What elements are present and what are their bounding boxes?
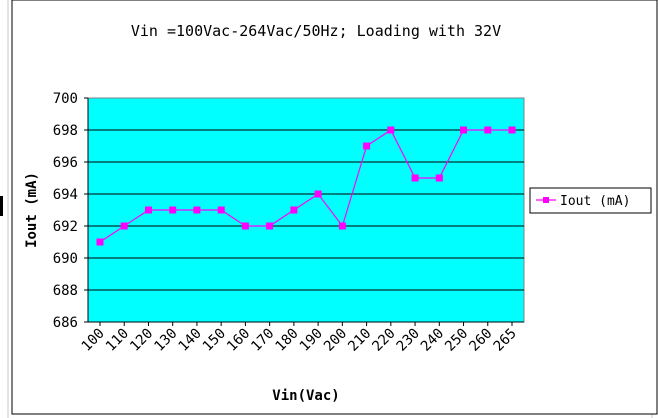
legend-label: Iout (mA) (560, 194, 630, 209)
y-tick-label: 690 (53, 251, 78, 267)
gridlines (88, 129, 524, 291)
data-point (508, 126, 516, 134)
y-tick-label: 692 (53, 219, 78, 235)
data-point (241, 222, 249, 230)
data-point (266, 222, 274, 230)
y-axis-label: Iout (mA) (24, 172, 40, 248)
series-points (96, 126, 516, 246)
data-point (96, 238, 104, 246)
data-point (217, 206, 225, 214)
y-tick-label: 698 (53, 123, 78, 139)
data-point (169, 206, 177, 214)
sheet-edge-mark (0, 196, 3, 216)
series-line-iout (99, 129, 512, 243)
y-tick-label: 694 (53, 187, 78, 203)
legend-marker (543, 197, 549, 203)
y-tick-label: 688 (53, 283, 78, 299)
data-point (290, 206, 298, 214)
data-point (435, 174, 443, 182)
data-point (145, 206, 152, 214)
y-tick-label: 686 (53, 315, 78, 331)
y-tick-label: 696 (53, 155, 78, 171)
data-point (460, 126, 467, 134)
data-point (120, 222, 128, 230)
data-point (338, 222, 346, 230)
data-point (363, 142, 371, 150)
y-axis-ticks: 686 688 690 692 694 696 698 700 (53, 91, 88, 331)
chart-title: Vin =100Vac-264Vac/50Hz; Loading with 32… (131, 22, 501, 40)
data-point (484, 126, 492, 134)
data-point (314, 190, 322, 198)
data-point (411, 174, 419, 182)
legend: Iout (mA) (529, 187, 652, 214)
data-point (193, 206, 201, 214)
data-point (387, 126, 395, 134)
y-tick-label: 700 (53, 91, 78, 107)
x-axis-label: Vin(Vac) (272, 388, 339, 404)
